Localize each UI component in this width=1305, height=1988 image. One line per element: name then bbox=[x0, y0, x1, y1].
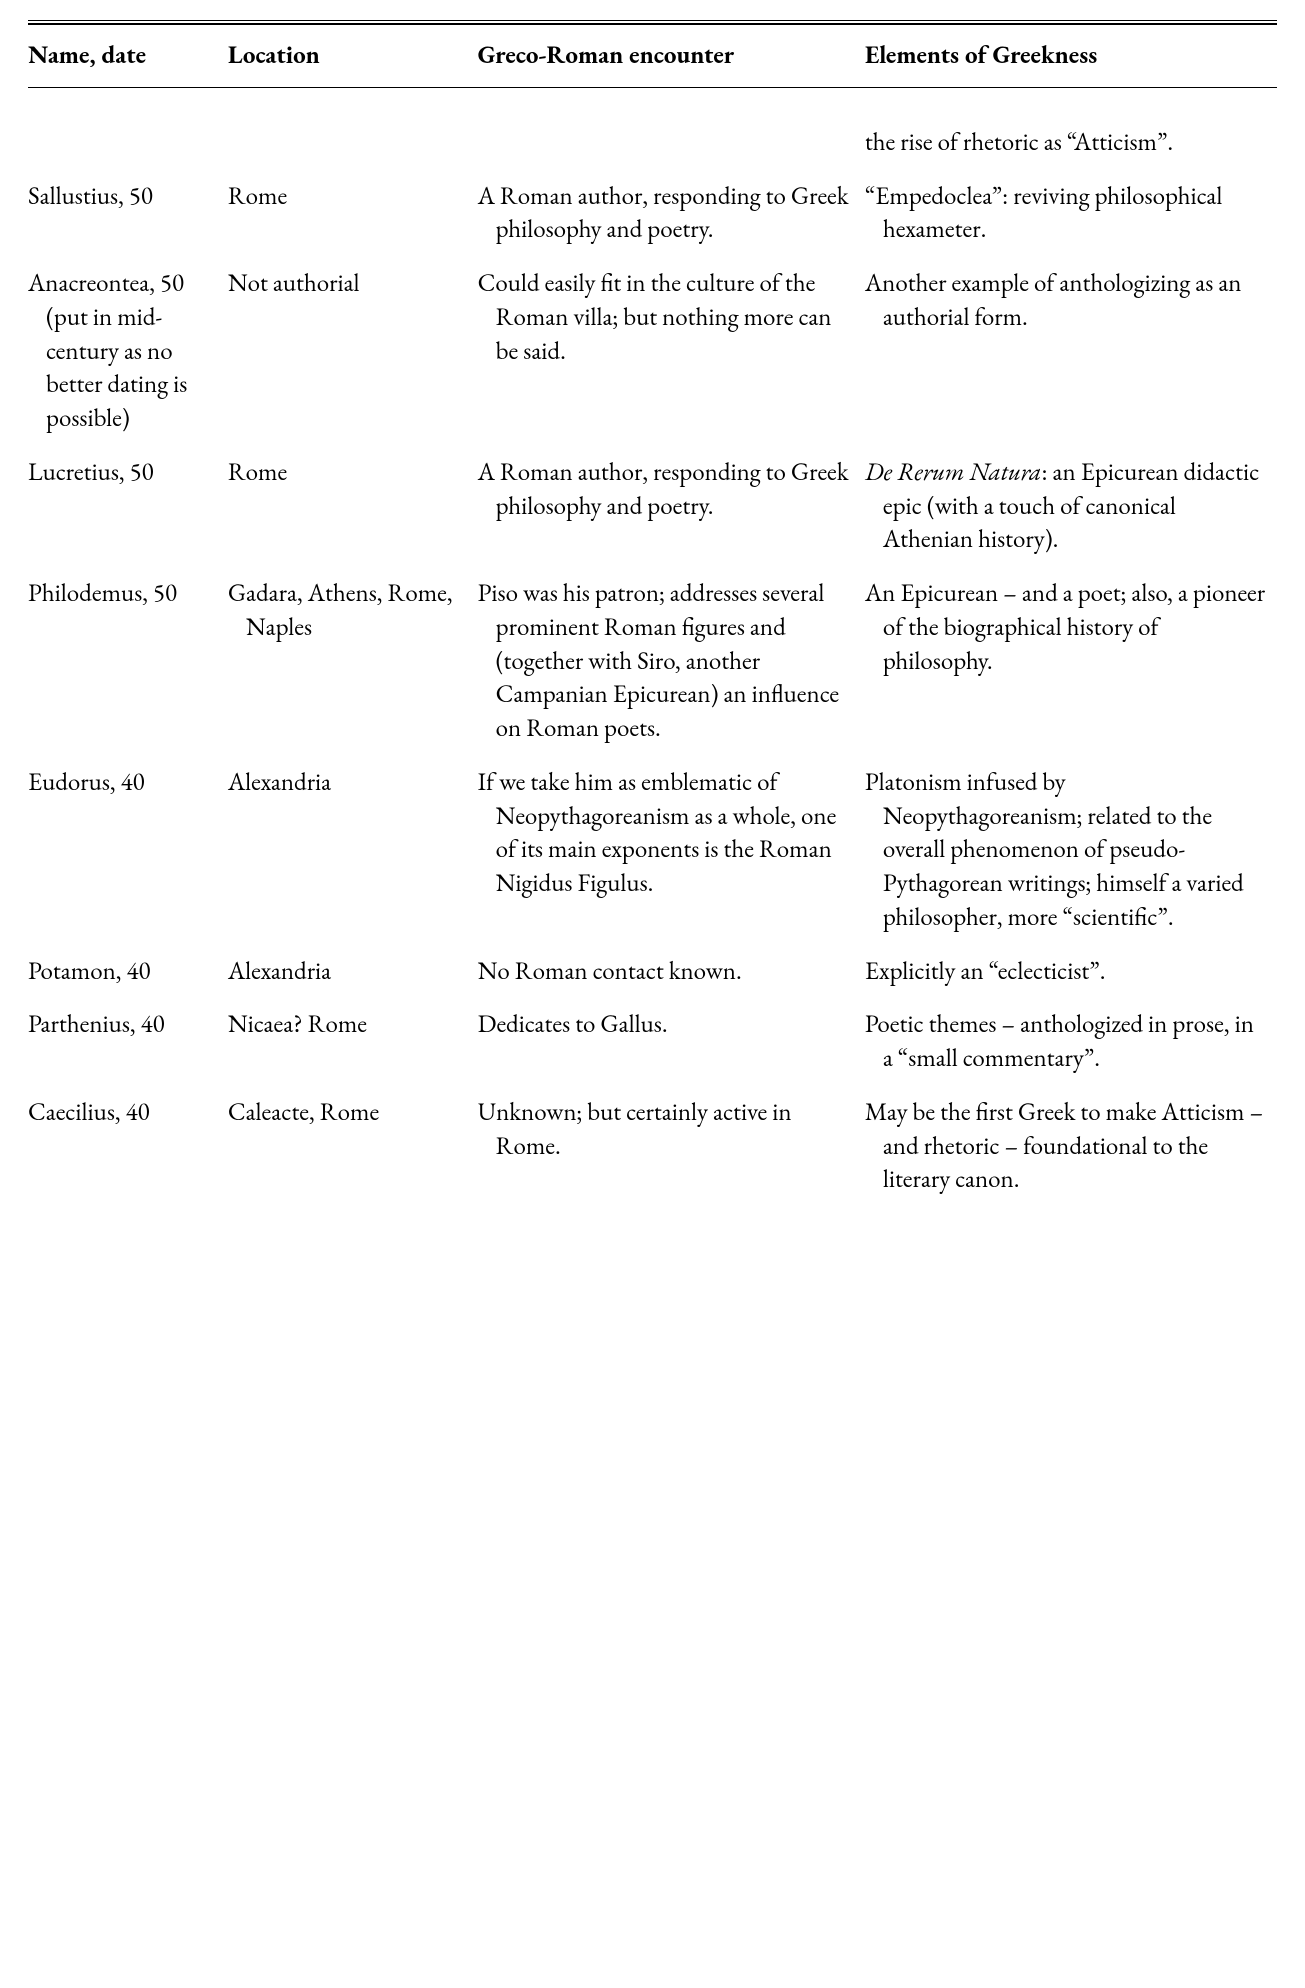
cell-encounter: If we take him as emblematic of Neopytha… bbox=[478, 766, 855, 901]
cell-name: Philodemus, 50 bbox=[28, 577, 218, 611]
table-header-row: Name, date Location Greco-Roman encounte… bbox=[28, 25, 1277, 88]
table-row: Lucretius, 50 Rome A Roman author, respo… bbox=[28, 446, 1277, 567]
cell-elements: Another example of anthologizing as an a… bbox=[865, 267, 1267, 335]
cell-elements: the rise of rhetoric as “Atticism”. bbox=[865, 126, 1267, 160]
cell-encounter: Piso was his patron; addresses several p… bbox=[478, 577, 855, 746]
table-row: Sallustius, 50 Rome A Roman author, resp… bbox=[28, 170, 1277, 258]
column-header-location: Location bbox=[228, 25, 478, 88]
column-header-elements: Elements of Greekness bbox=[865, 25, 1277, 88]
table-row: Philodemus, 50 Gadara, Athens, Rome, Nap… bbox=[28, 567, 1277, 756]
cell-elements: Platonism infused by Neopythagoreanism; … bbox=[865, 766, 1267, 935]
cell-name: Anacreontea, 50 (put in mid-century as n… bbox=[28, 267, 218, 436]
table-body: the rise of rhetoric as “Atticism”. Sall… bbox=[28, 87, 1277, 1207]
cell-name: Parthenius, 40 bbox=[28, 1008, 218, 1042]
cell-location: Nicaea? Rome bbox=[228, 1008, 468, 1042]
cell-elements: “Empedoclea”: reviving philosophical hex… bbox=[865, 180, 1267, 248]
cell-elements: Explicitly an “eclecticist”. bbox=[865, 955, 1267, 989]
cell-encounter: A Roman author, responding to Greek phil… bbox=[478, 456, 855, 524]
cell-elements: May be the first Greek to make Atticism … bbox=[865, 1096, 1267, 1197]
table-row: Parthenius, 40 Nicaea? Rome Dedicates to… bbox=[28, 998, 1277, 1086]
cell-location: Alexandria bbox=[228, 766, 468, 800]
table-row: the rise of rhetoric as “Atticism”. bbox=[28, 116, 1277, 170]
cell-name: Sallustius, 50 bbox=[28, 180, 218, 214]
cell-encounter: Unknown; but certainly active in Rome. bbox=[478, 1096, 855, 1164]
table-row: Caecilius, 40 Caleacte, Rome Unknown; bu… bbox=[28, 1086, 1277, 1207]
cell-name: Lucretius, 50 bbox=[28, 456, 218, 490]
authors-table: Name, date Location Greco-Roman encounte… bbox=[28, 24, 1277, 1207]
table-row: Anacreontea, 50 (put in mid-century as n… bbox=[28, 257, 1277, 446]
cell-location: Gadara, Athens, Rome, Naples bbox=[228, 577, 468, 645]
cell-encounter: Dedicates to Gallus. bbox=[478, 1008, 855, 1042]
table-row: Potamon, 40 Alexandria No Roman contact … bbox=[28, 945, 1277, 999]
column-header-encounter: Greco-Roman encounter bbox=[478, 25, 865, 88]
column-header-name: Name, date bbox=[28, 25, 228, 88]
cell-name: Caecilius, 40 bbox=[28, 1096, 218, 1130]
cell-encounter: Could easily fit in the culture of the R… bbox=[478, 267, 855, 368]
cell-encounter: A Roman author, responding to Greek phil… bbox=[478, 180, 855, 248]
cell-elements: De Rerum Natura: an Epicurean didactic e… bbox=[865, 456, 1267, 557]
table-row: Eudorus, 40 Alexandria If we take him as… bbox=[28, 756, 1277, 945]
cell-location: Rome bbox=[228, 456, 468, 490]
cell-location: Alexandria bbox=[228, 955, 468, 989]
cell-name: Eudorus, 40 bbox=[28, 766, 218, 800]
cell-name: Potamon, 40 bbox=[28, 955, 218, 989]
cell-location: Not authorial bbox=[228, 267, 468, 301]
cell-encounter: No Roman contact known. bbox=[478, 955, 855, 989]
cell-location: Rome bbox=[228, 180, 468, 214]
cell-location: Caleacte, Rome bbox=[228, 1096, 468, 1130]
cell-elements: An Epicurean – and a poet; also, a pione… bbox=[865, 577, 1267, 678]
cell-elements: Poetic themes – anthologized in prose, i… bbox=[865, 1008, 1267, 1076]
